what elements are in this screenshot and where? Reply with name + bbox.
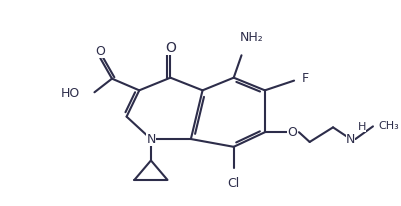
Text: H: H bbox=[357, 122, 366, 132]
Text: N: N bbox=[146, 132, 156, 145]
Text: CH₃: CH₃ bbox=[379, 121, 399, 131]
Text: N: N bbox=[346, 132, 355, 145]
Text: NH₂: NH₂ bbox=[239, 31, 263, 44]
Text: Cl: Cl bbox=[228, 177, 240, 190]
Text: F: F bbox=[302, 72, 309, 85]
Text: HO: HO bbox=[61, 87, 80, 100]
Text: O: O bbox=[287, 126, 297, 139]
Text: O: O bbox=[95, 45, 105, 58]
Text: O: O bbox=[165, 41, 176, 55]
